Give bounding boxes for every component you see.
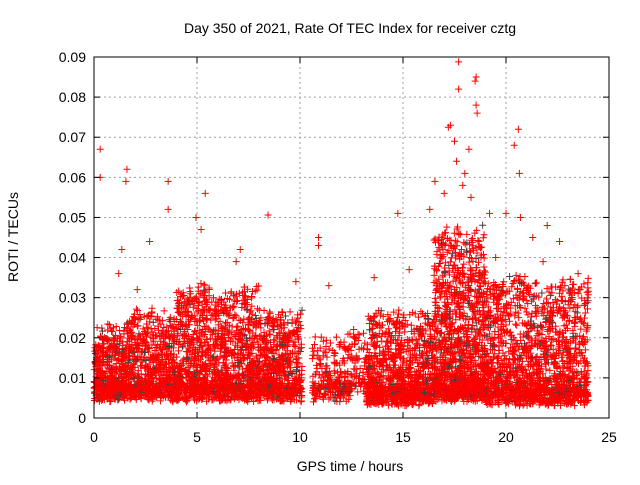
data-point — [333, 334, 340, 341]
data-point — [261, 307, 268, 314]
data-point — [479, 222, 486, 229]
data-point — [443, 224, 450, 231]
data-point — [369, 325, 376, 332]
data-point — [230, 364, 237, 371]
data-point — [108, 328, 115, 335]
data-point — [94, 324, 101, 331]
data-point — [446, 237, 453, 244]
data-point — [240, 316, 247, 323]
data-point — [282, 312, 289, 319]
data-point — [455, 231, 462, 238]
data-point — [481, 231, 488, 238]
data-point — [385, 325, 392, 332]
data-points — [91, 58, 592, 409]
data-point — [248, 294, 255, 301]
data-point — [463, 231, 470, 238]
data-point — [360, 330, 367, 337]
data-point — [166, 316, 173, 323]
data-point — [254, 287, 261, 294]
data-point — [295, 335, 302, 342]
chart-title: Day 350 of 2021, Rate Of TEC Index for r… — [184, 20, 516, 36]
data-point — [222, 290, 229, 297]
data-point — [98, 325, 105, 332]
data-point — [206, 286, 213, 293]
data-point — [437, 294, 444, 301]
data-point — [312, 333, 319, 340]
data-point — [159, 317, 166, 324]
data-point — [383, 338, 390, 345]
data-point — [287, 308, 294, 315]
data-point — [350, 326, 357, 333]
data-point — [217, 318, 224, 325]
data-point — [366, 326, 373, 333]
data-point — [161, 307, 168, 314]
data-point — [313, 362, 320, 369]
data-point — [175, 347, 182, 354]
data-point — [351, 366, 358, 373]
data-point — [323, 354, 330, 361]
data-point — [395, 311, 402, 318]
